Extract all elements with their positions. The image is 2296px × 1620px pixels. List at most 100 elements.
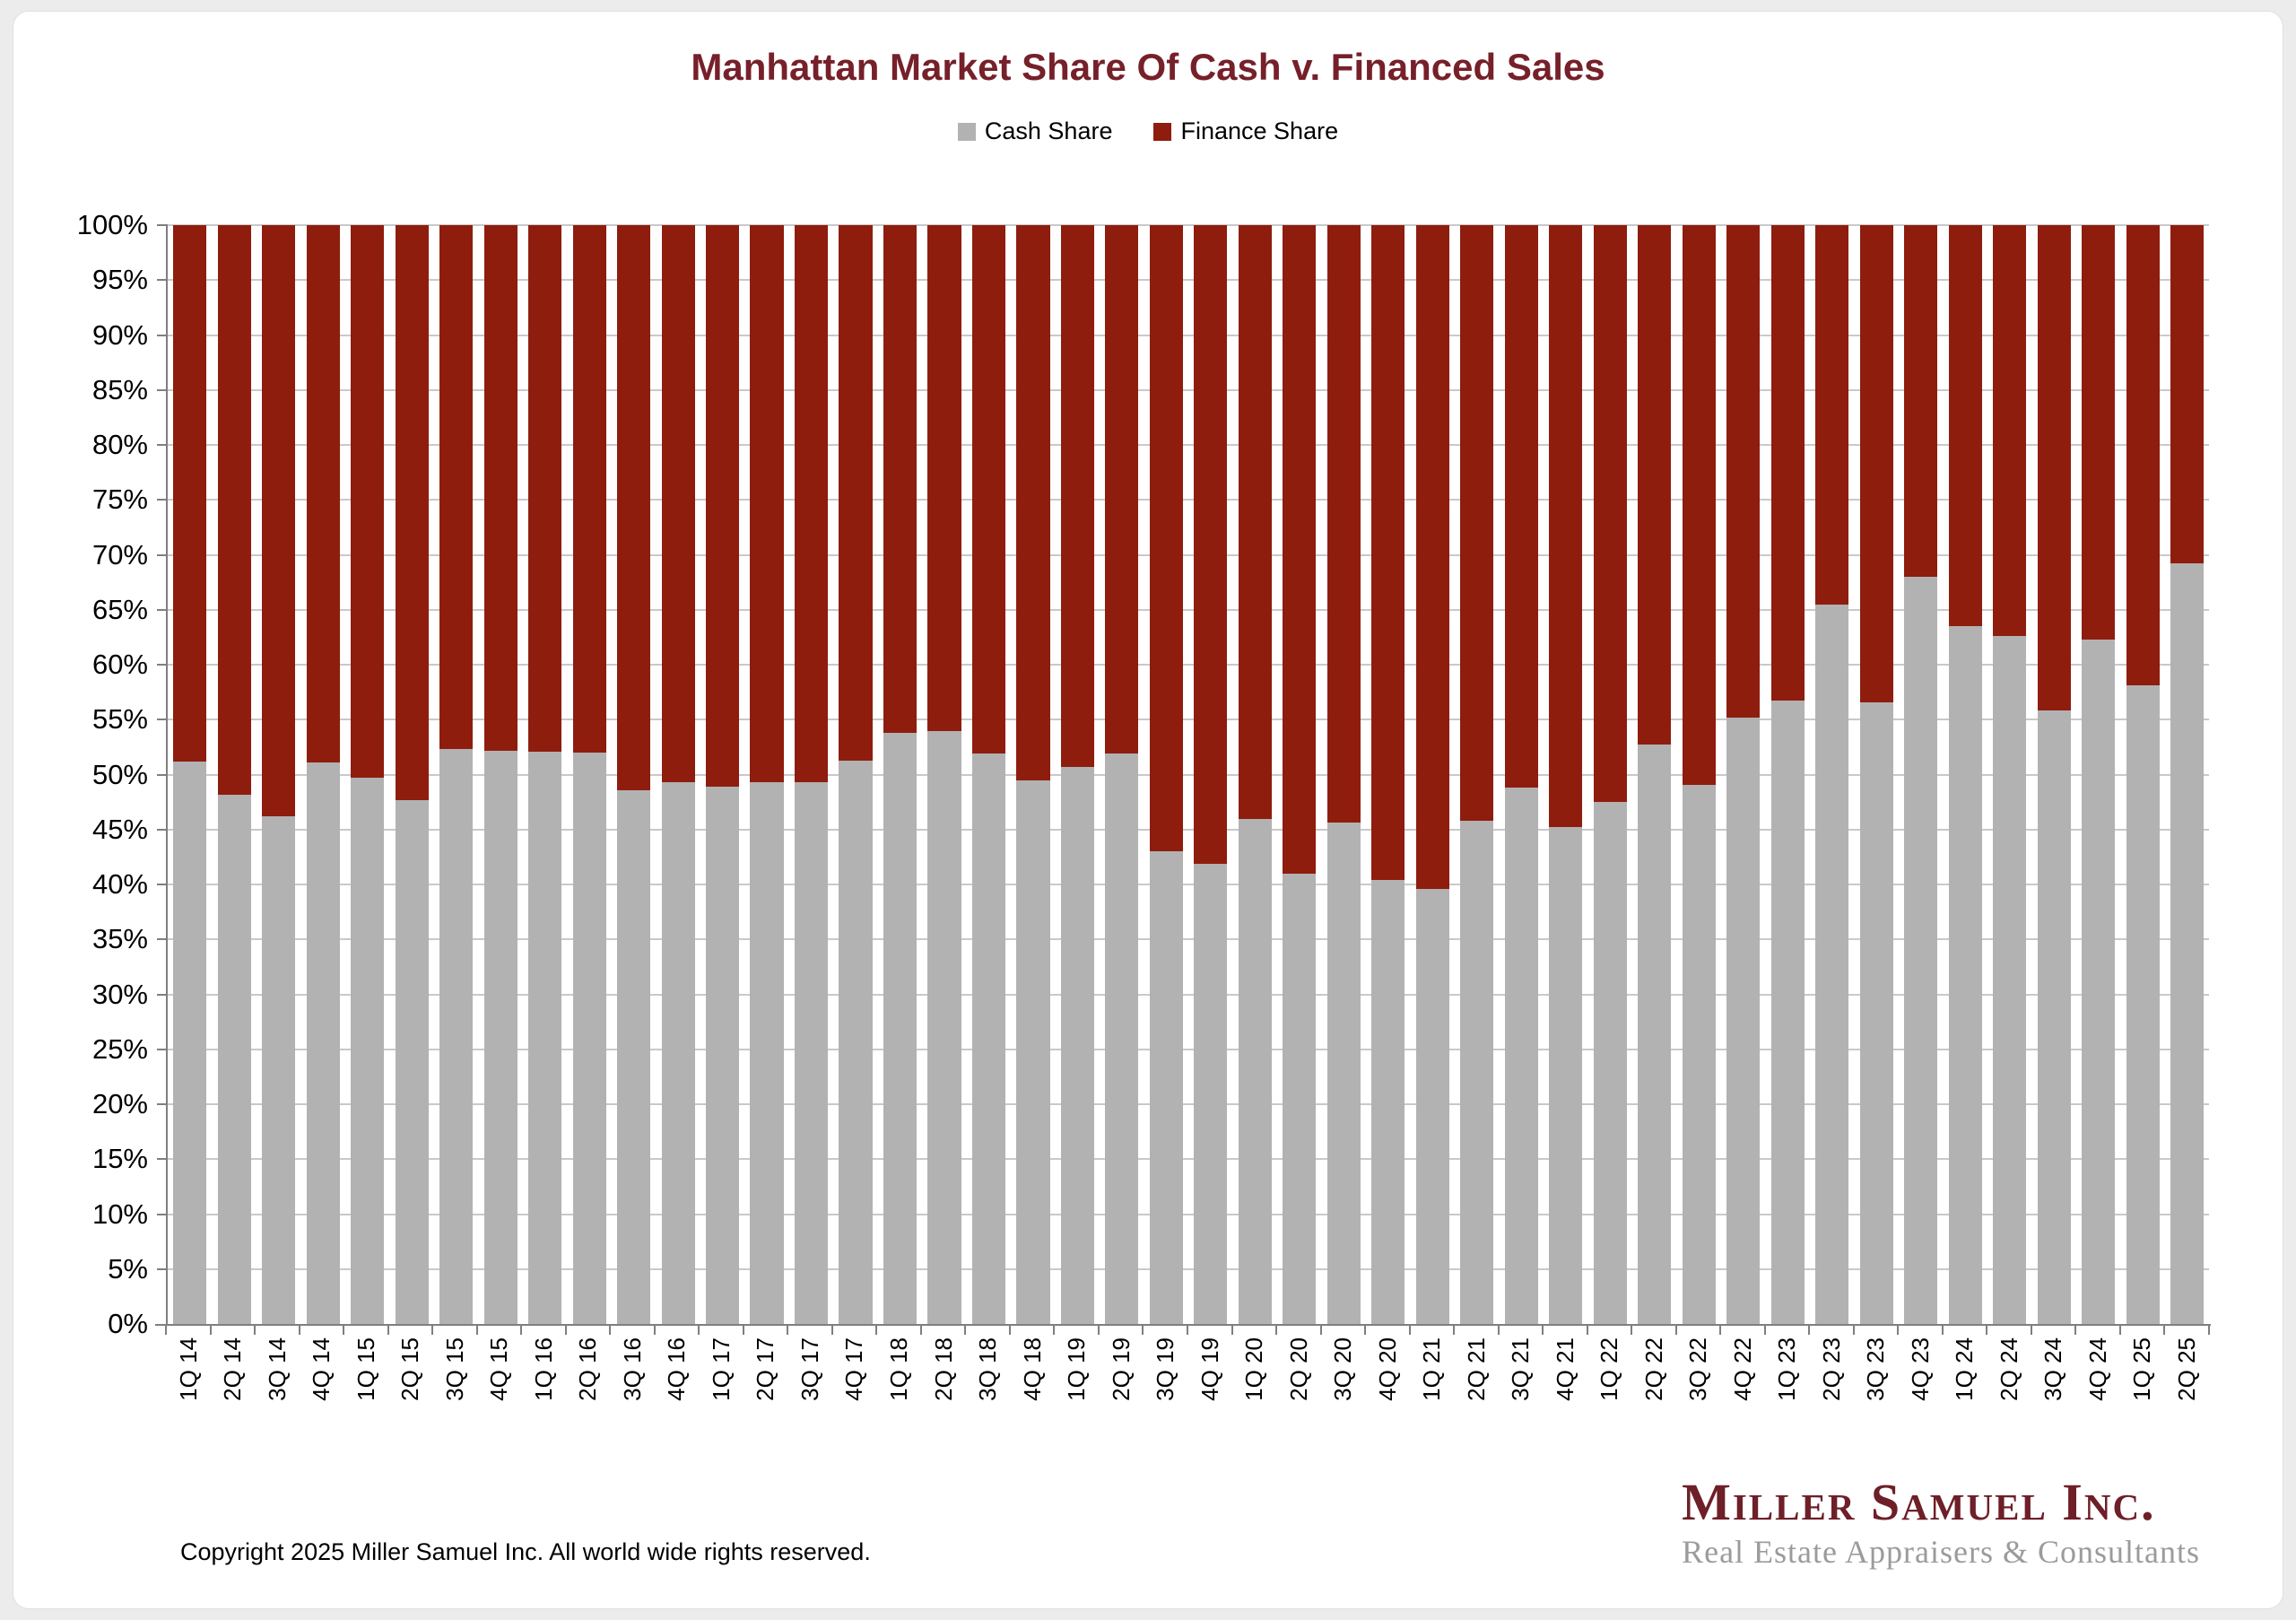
x-axis-label-2Q-23: 2Q 23 bbox=[1817, 1337, 1845, 1401]
x-axis-label-1Q-21: 1Q 21 bbox=[1418, 1337, 1446, 1401]
x-label-slot: 1Q 16 bbox=[521, 1337, 566, 1454]
x-tick bbox=[1986, 1326, 1988, 1335]
x-axis-label-1Q-22: 1Q 22 bbox=[1596, 1337, 1623, 1401]
bar-slot-3Q-22 bbox=[1676, 225, 1720, 1324]
x-tick bbox=[2074, 1326, 2077, 1335]
bar-slot-2Q-18 bbox=[922, 225, 966, 1324]
legend: Cash Share Finance Share bbox=[13, 118, 2283, 145]
y-tick-85 bbox=[157, 388, 168, 391]
x-label-slot: 2Q 14 bbox=[211, 1337, 256, 1454]
x-axis-labels: 1Q 14 2Q 14 3Q 14 4Q 14 1Q 15 2Q 15 3Q 15 4Q 15… bbox=[166, 1337, 2209, 1454]
x-axis-label-4Q-17: 4Q 17 bbox=[840, 1337, 868, 1401]
x-axis-label-3Q-23: 3Q 23 bbox=[1862, 1337, 1890, 1401]
finance-segment bbox=[2037, 225, 2071, 711]
bar-slot-3Q-23 bbox=[1854, 225, 1898, 1324]
bar-slot-4Q-16 bbox=[656, 225, 700, 1324]
logo-tagline: Real Estate Appraisers & Consultants bbox=[1682, 1533, 2200, 1570]
x-label-slot: 3Q 18 bbox=[965, 1337, 1010, 1454]
stacked-bar-2Q-23 bbox=[1815, 225, 1849, 1324]
y-tick-15 bbox=[157, 1158, 168, 1161]
x-axis-label-3Q-17: 3Q 17 bbox=[796, 1337, 823, 1401]
finance-segment bbox=[306, 225, 340, 763]
x-axis-label-2Q-14: 2Q 14 bbox=[219, 1337, 247, 1401]
x-tick bbox=[298, 1326, 300, 1335]
cash-segment bbox=[2126, 685, 2160, 1324]
x-label-slot: 2Q 16 bbox=[566, 1337, 611, 1454]
y-axis-label-55%: 55% bbox=[91, 703, 148, 736]
stacked-bar-4Q-16 bbox=[661, 225, 695, 1324]
cash-segment bbox=[351, 778, 385, 1324]
x-label-slot: 3Q 22 bbox=[1676, 1337, 1721, 1454]
y-tick-5 bbox=[157, 1267, 168, 1270]
bar-slot-1Q-17 bbox=[700, 225, 744, 1324]
stacked-bar-2Q-18 bbox=[927, 225, 961, 1324]
x-axis-label-1Q-15: 1Q 15 bbox=[352, 1337, 379, 1401]
bar-slot-1Q-15 bbox=[345, 225, 389, 1324]
x-label-slot: 4Q 20 bbox=[1365, 1337, 1410, 1454]
finance-segment bbox=[262, 225, 296, 817]
stacked-bar-4Q-17 bbox=[839, 225, 873, 1324]
y-axis-label-70%: 70% bbox=[91, 538, 148, 570]
x-label-slot: 3Q 17 bbox=[787, 1337, 832, 1454]
bar-slot-3Q-21 bbox=[1500, 225, 1544, 1324]
x-axis-label-1Q-18: 1Q 18 bbox=[885, 1337, 912, 1401]
stacked-bar-4Q-21 bbox=[1549, 225, 1583, 1324]
cash-segment bbox=[1770, 701, 1805, 1324]
bar-slot-1Q-23 bbox=[1765, 225, 1809, 1324]
x-tick bbox=[1453, 1326, 1456, 1335]
x-label-slot: 4Q 24 bbox=[2075, 1337, 2120, 1454]
bar-slot-2Q-17 bbox=[744, 225, 788, 1324]
cash-segment bbox=[1283, 873, 1317, 1324]
finance-segment bbox=[528, 225, 562, 752]
finance-segment bbox=[706, 225, 740, 787]
bar-slot-2Q-23 bbox=[1810, 225, 1854, 1324]
bar-slot-4Q-21 bbox=[1544, 225, 1587, 1324]
x-tick bbox=[787, 1326, 789, 1335]
x-axis-label-1Q-25: 1Q 25 bbox=[2128, 1337, 2156, 1401]
x-axis-label-3Q-24: 3Q 24 bbox=[2039, 1337, 2067, 1401]
x-axis-label-1Q-17: 1Q 17 bbox=[707, 1337, 735, 1401]
gridline-15 bbox=[168, 1158, 2209, 1161]
copyright-text: Copyright 2025 Miller Samuel Inc. All wo… bbox=[180, 1538, 871, 1565]
x-label-slot: 4Q 14 bbox=[300, 1337, 344, 1454]
x-axis-label-4Q-18: 4Q 18 bbox=[1018, 1337, 1046, 1401]
bar-slot-2Q-22 bbox=[1632, 225, 1676, 1324]
gridline-30 bbox=[168, 993, 2209, 996]
gridline-45 bbox=[168, 828, 2209, 831]
x-axis-label-2Q-15: 2Q 15 bbox=[396, 1337, 424, 1401]
stacked-bar-1Q-17 bbox=[706, 225, 740, 1324]
x-tick bbox=[1763, 1326, 1766, 1335]
chart-card: Manhattan Market Share Of Cash v. Financ… bbox=[13, 11, 2283, 1609]
x-axis-label-1Q-24: 1Q 24 bbox=[1951, 1337, 1979, 1401]
x-tick bbox=[653, 1326, 656, 1335]
x-axis-label-2Q-18: 2Q 18 bbox=[929, 1337, 957, 1401]
x-label-slot: 1Q 23 bbox=[1765, 1337, 1810, 1454]
cash-segment bbox=[572, 753, 606, 1324]
plot-area bbox=[157, 224, 2209, 1324]
x-label-slot: 1Q 20 bbox=[1231, 1337, 1276, 1454]
stacked-bar-2Q-15 bbox=[395, 225, 429, 1324]
x-tick bbox=[1008, 1326, 1011, 1335]
finance-segment bbox=[971, 225, 1006, 754]
y-tick-40 bbox=[157, 884, 168, 885]
bar-slot-4Q-24 bbox=[2076, 225, 2120, 1324]
cash-swatch-icon bbox=[957, 122, 976, 141]
cash-segment bbox=[217, 794, 251, 1324]
bar-slot-3Q-19 bbox=[1144, 225, 1188, 1324]
y-axis-label-15%: 15% bbox=[91, 1143, 148, 1175]
finance-segment bbox=[1549, 225, 1583, 828]
stacked-bar-1Q-14 bbox=[173, 225, 207, 1324]
gridline-20 bbox=[168, 1103, 2209, 1105]
x-axis-label-3Q-20: 3Q 20 bbox=[1329, 1337, 1357, 1401]
x-axis-label-2Q-19: 2Q 19 bbox=[1107, 1337, 1135, 1401]
x-axis-label-2Q-22: 2Q 22 bbox=[1639, 1337, 1667, 1401]
bar-slot-1Q-18 bbox=[878, 225, 922, 1324]
bar-slot-1Q-19 bbox=[1056, 225, 1100, 1324]
x-axis-label-3Q-16: 3Q 16 bbox=[618, 1337, 646, 1401]
x-tick bbox=[1631, 1326, 1633, 1335]
x-axis-label-4Q-20: 4Q 20 bbox=[1373, 1337, 1401, 1401]
x-label-slot: 1Q 17 bbox=[699, 1337, 744, 1454]
cash-segment bbox=[1815, 604, 1849, 1324]
x-tick bbox=[1586, 1326, 1588, 1335]
x-label-slot: 1Q 14 bbox=[166, 1337, 211, 1454]
